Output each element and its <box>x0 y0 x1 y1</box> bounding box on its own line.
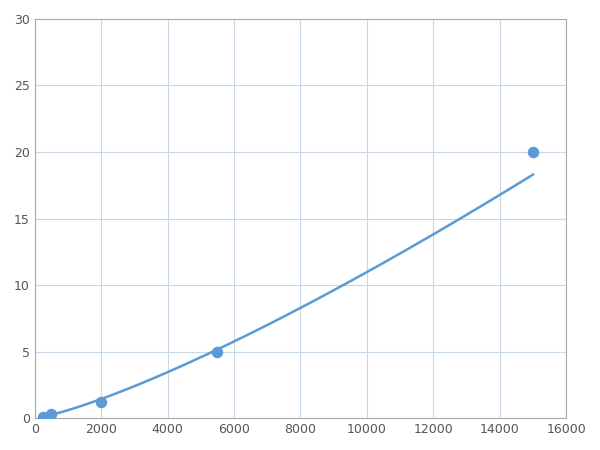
Point <box>96 399 106 406</box>
Point <box>46 411 56 418</box>
Point <box>38 413 48 420</box>
Point <box>528 148 538 156</box>
Point <box>212 348 222 356</box>
